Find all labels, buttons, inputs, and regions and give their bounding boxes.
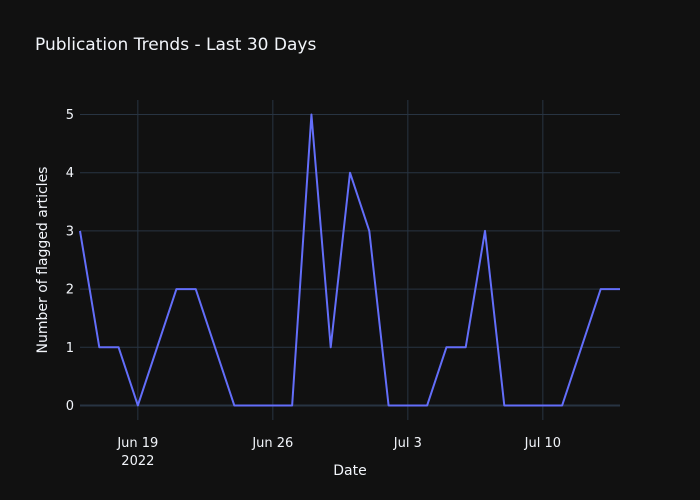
data-point[interactable] xyxy=(77,228,83,234)
data-point[interactable] xyxy=(463,344,469,350)
y-tick-label: 2 xyxy=(66,283,74,298)
data-point[interactable] xyxy=(328,344,334,350)
data-point[interactable] xyxy=(212,344,218,350)
data-point[interactable] xyxy=(424,402,430,408)
y-tick-label: 4 xyxy=(66,166,74,181)
data-point[interactable] xyxy=(521,402,527,408)
x-tick-label: Jun 26 xyxy=(251,436,293,451)
data-point[interactable] xyxy=(578,344,584,350)
chart-title: Publication Trends - Last 30 Days xyxy=(35,35,316,55)
data-point[interactable] xyxy=(386,402,392,408)
y-axis-title: Number of flagged articles xyxy=(35,167,51,354)
y-axis-ticks: 0 1 2 3 4 5 xyxy=(66,108,74,414)
series-line xyxy=(79,113,620,407)
data-point[interactable] xyxy=(270,402,276,408)
x-tick-label: Jul 3 xyxy=(393,436,422,451)
data-point[interactable] xyxy=(193,286,199,292)
data-point[interactable] xyxy=(366,228,372,234)
data-point[interactable] xyxy=(251,402,257,408)
x-tick-label: Jun 19 xyxy=(116,436,158,451)
data-point[interactable] xyxy=(308,112,314,118)
y-tick-label: 5 xyxy=(66,108,74,123)
y-tick-label: 0 xyxy=(66,399,74,414)
data-point[interactable] xyxy=(347,170,353,176)
data-point[interactable] xyxy=(540,402,546,408)
x-axis-ticks: Jun 19 2022 Jun 26 Jul 3 Jul 10 xyxy=(116,436,561,469)
data-point[interactable] xyxy=(617,286,623,292)
x-tick-sublabel: 2022 xyxy=(121,454,154,469)
data-point[interactable] xyxy=(598,286,604,292)
data-point[interactable] xyxy=(173,286,179,292)
series-layer xyxy=(77,112,623,408)
data-point[interactable] xyxy=(405,402,411,408)
data-point[interactable] xyxy=(96,344,102,350)
y-tick-label: 1 xyxy=(66,341,74,356)
data-point[interactable] xyxy=(135,402,141,408)
data-point[interactable] xyxy=(289,402,295,408)
data-point[interactable] xyxy=(559,402,565,408)
x-axis-title: Date xyxy=(333,463,366,479)
data-point[interactable] xyxy=(231,402,237,408)
y-tick-label: 3 xyxy=(66,224,74,239)
data-point[interactable] xyxy=(443,344,449,350)
data-point[interactable] xyxy=(482,228,488,234)
data-point[interactable] xyxy=(501,402,507,408)
x-tick-label: Jul 10 xyxy=(524,436,561,451)
data-point[interactable] xyxy=(116,344,122,350)
data-point[interactable] xyxy=(154,344,160,350)
